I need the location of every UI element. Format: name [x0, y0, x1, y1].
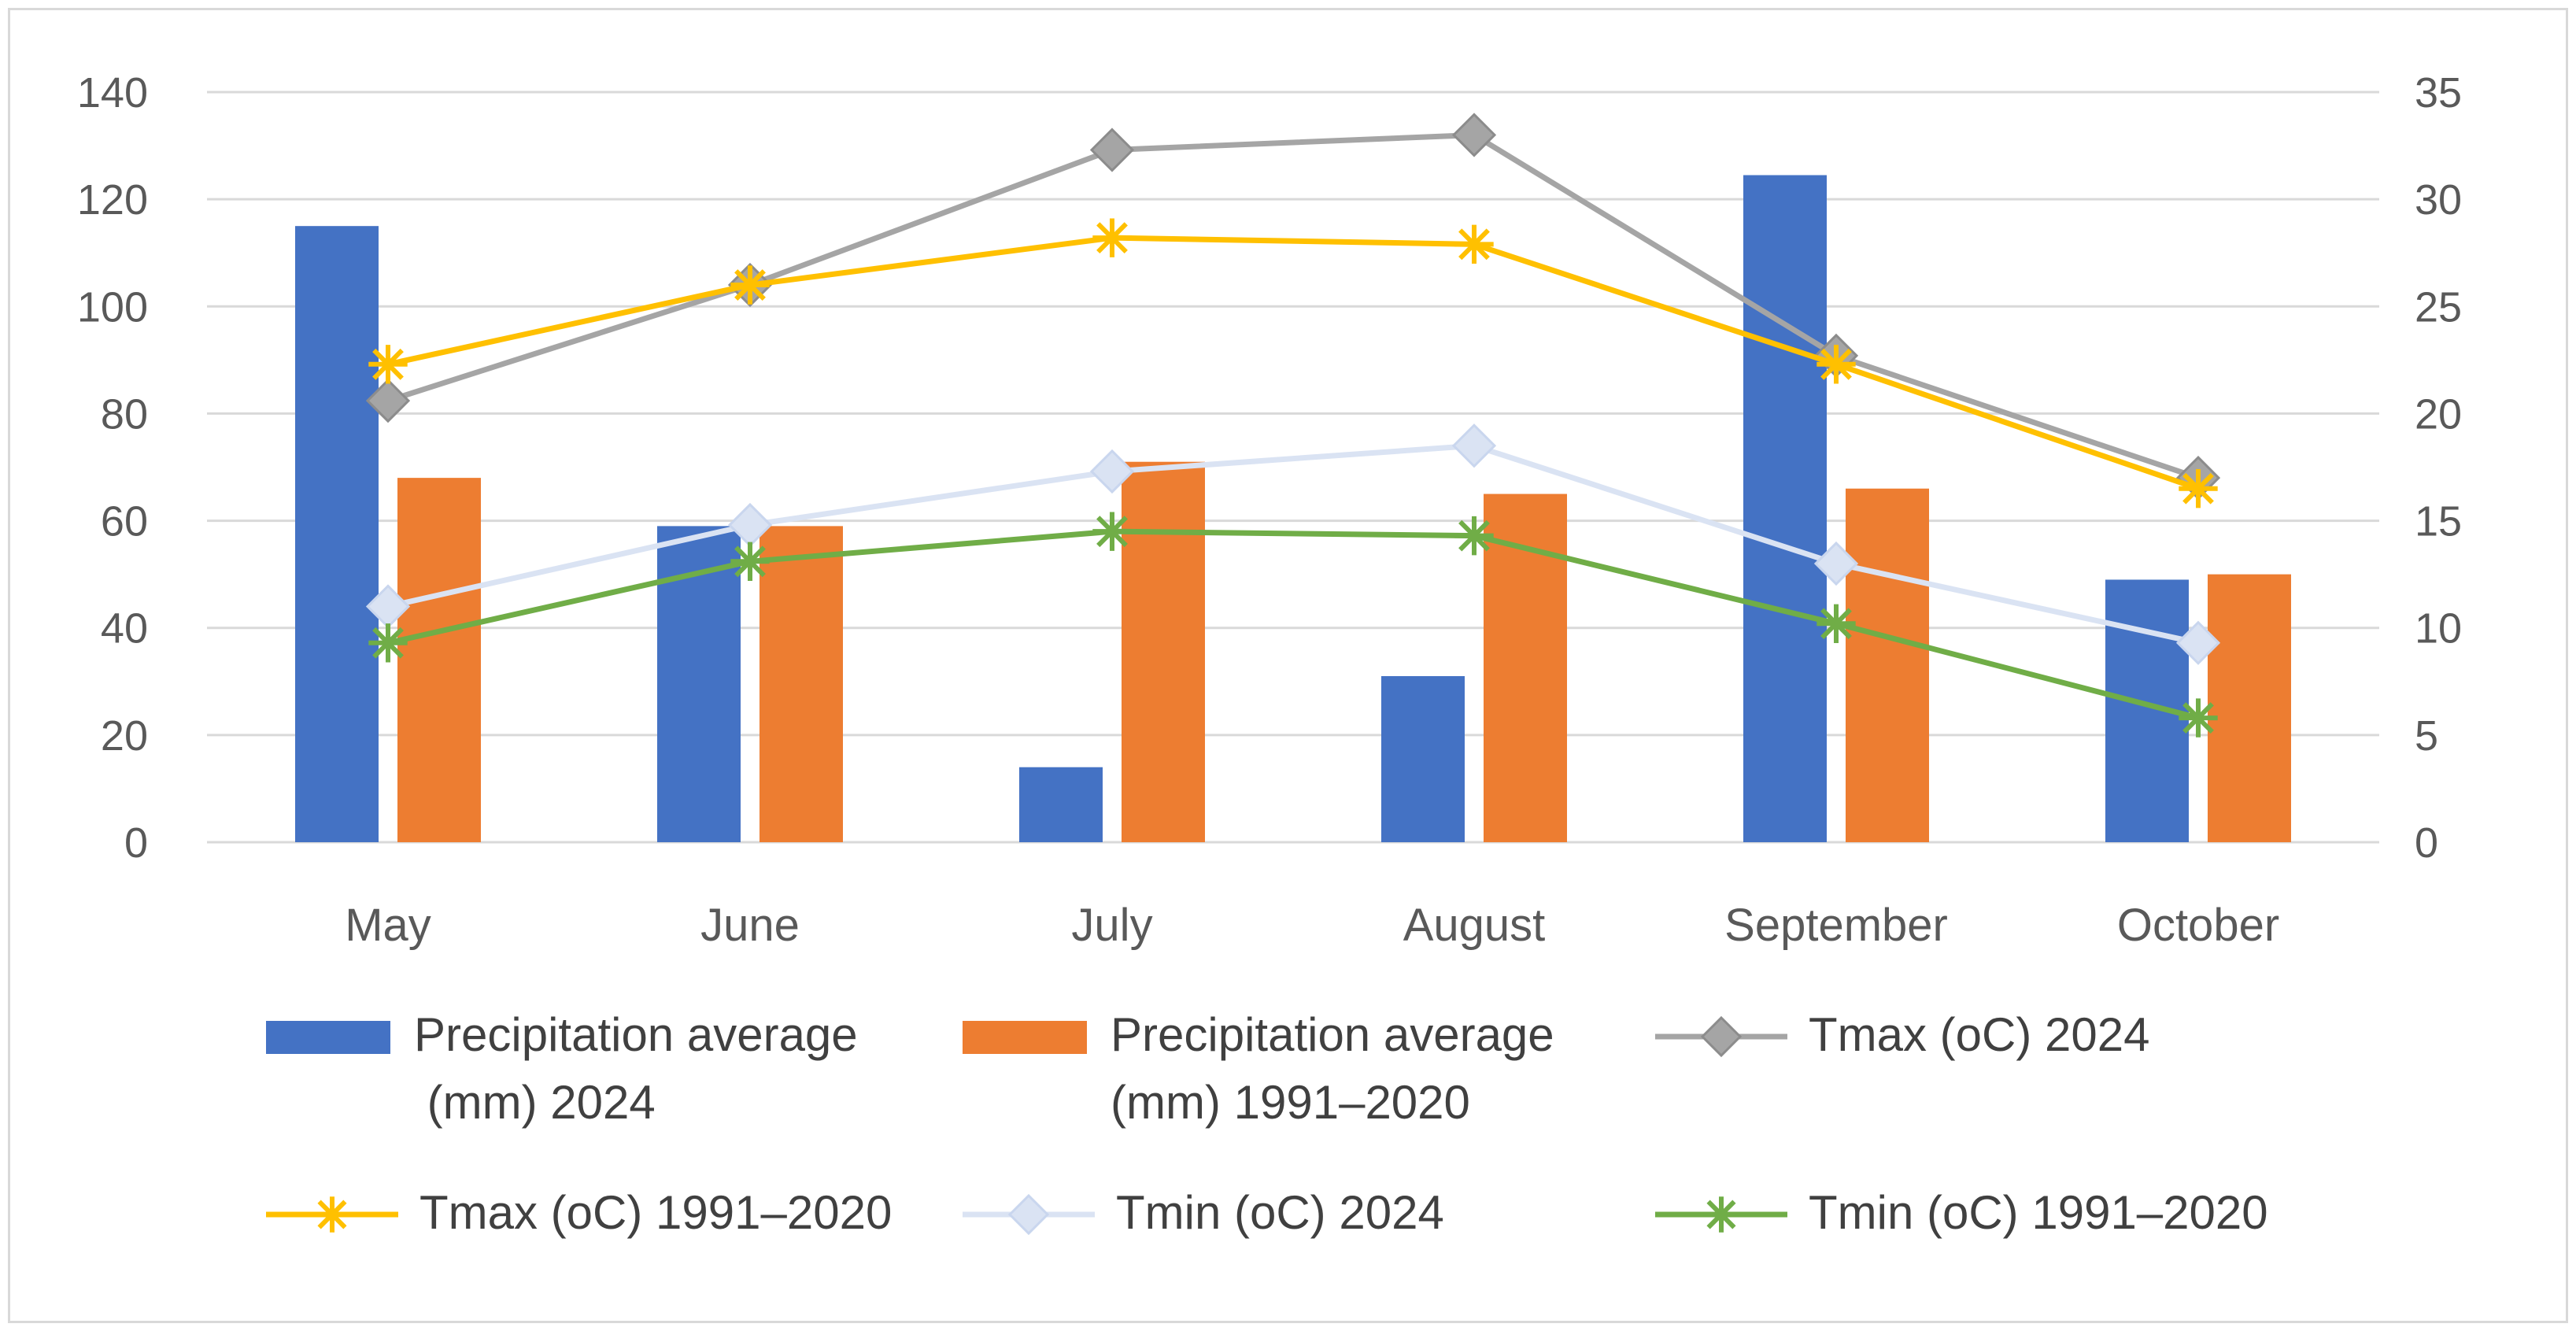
right-axis-tick-label: 5 — [2415, 712, 2438, 760]
right-axis-tick-label: 0 — [2415, 819, 2438, 867]
line-point — [1454, 516, 1494, 556]
legend-label: Precipitation average — [1111, 1008, 1554, 1061]
star-stroke — [372, 348, 404, 380]
line-point — [1089, 449, 1135, 494]
bar-precip-1991-2020 — [2208, 574, 2291, 842]
line-series-0 — [386, 131, 2200, 481]
bar-precip-1991-2020 — [1122, 461, 1205, 842]
bar-precip-2024 — [1381, 675, 1465, 842]
legend: Precipitation average (mm) 2024 Precipita… — [266, 1008, 2268, 1239]
star-stroke — [2182, 702, 2214, 734]
left-axis-tick-label: 140 — [77, 69, 148, 116]
bar-precip-2024 — [1019, 767, 1103, 842]
right-axis-tick-label: 15 — [2415, 498, 2462, 545]
line-point — [2175, 620, 2221, 665]
star-stroke — [1458, 228, 1490, 261]
legend-label: Tmax (oC) 2024 — [1809, 1008, 2149, 1061]
line-series-2 — [387, 442, 2199, 646]
line-point — [365, 378, 411, 423]
category-labels: May June July August September October — [345, 900, 2279, 951]
lines — [365, 113, 2221, 738]
line-point — [1817, 604, 1856, 643]
bar-precip-1991-2020 — [759, 526, 843, 842]
line-point — [730, 265, 770, 305]
star-stroke — [1706, 1200, 1736, 1229]
line-point — [368, 345, 408, 384]
legend-label: Precipitation average — [414, 1008, 858, 1061]
gridlines — [207, 91, 2379, 844]
left-axis-tick-label: 20 — [101, 712, 148, 760]
left-axis-tick-label: 40 — [101, 605, 148, 653]
legend-label: Tmin (oC) 2024 — [1116, 1186, 1444, 1239]
line-point — [2179, 698, 2218, 738]
left-axis-tick-label: 120 — [77, 176, 148, 224]
line-point — [1813, 541, 1859, 586]
line-point — [2179, 469, 2218, 508]
right-axis-ticks: 0 5 10 15 20 25 30 35 — [2415, 69, 2462, 867]
star-stroke — [1820, 608, 1852, 640]
legend-swatch — [963, 1021, 1087, 1054]
category-label: August — [1403, 900, 1546, 951]
category-label: May — [345, 900, 431, 951]
bar-precip-1991-2020 — [1484, 494, 1567, 842]
category-label: October — [2117, 900, 2279, 951]
right-axis-tick-label: 25 — [2415, 283, 2462, 331]
category-label: June — [700, 900, 800, 951]
legend-marker — [314, 1196, 350, 1233]
star-stroke — [2182, 472, 2214, 505]
line-point — [1089, 128, 1135, 172]
line-point — [1817, 345, 1856, 384]
bar-precip-1991-2020 — [397, 478, 481, 842]
legend-marker — [1700, 1015, 1743, 1058]
line-series-3 — [387, 528, 2199, 721]
line-series-1 — [387, 235, 2200, 492]
legend-marker — [1007, 1193, 1050, 1236]
left-axis-tick-label: 60 — [101, 498, 148, 545]
line-point — [1454, 224, 1494, 264]
bar-precip-2024 — [295, 226, 379, 842]
left-axis-tick-label: 80 — [101, 390, 148, 438]
legend-label: (mm) 1991–2020 — [1111, 1076, 1470, 1129]
legend-label: Tmin (oC) 1991–2020 — [1809, 1186, 2268, 1239]
star-stroke — [1820, 348, 1852, 380]
line-point — [1092, 512, 1132, 551]
category-label: July — [1071, 900, 1152, 951]
star-stroke — [1096, 222, 1128, 254]
right-axis-tick-label: 35 — [2415, 69, 2462, 116]
star-stroke — [317, 1200, 347, 1229]
left-axis-tick-label: 0 — [124, 819, 148, 867]
star-stroke — [734, 545, 766, 578]
line-point — [1451, 423, 1497, 468]
combo-chart: 0 20 40 60 80 100 120 140 0 5 10 15 20 25 30 35 May Jun… — [77, 69, 2462, 1239]
category-label: September — [1724, 900, 1948, 951]
right-axis-tick-label: 20 — [2415, 390, 2462, 438]
legend-swatch — [266, 1021, 390, 1054]
right-axis-tick-label: 30 — [2415, 176, 2462, 224]
legend-label: Tmax (oC) 1991–2020 — [419, 1186, 892, 1239]
bar-precip-1991-2020 — [1846, 488, 1929, 842]
star-stroke — [372, 627, 404, 659]
bar-precip-2024 — [1743, 175, 1827, 842]
right-axis-tick-label: 10 — [2415, 605, 2462, 653]
left-axis-ticks: 0 20 40 60 80 100 120 140 — [77, 69, 148, 867]
chart-frame: 0 20 40 60 80 100 120 140 0 5 10 15 20 25 30 35 May Jun… — [8, 8, 2568, 1323]
legend-label: (mm) 2024 — [414, 1076, 656, 1129]
star-stroke — [1096, 516, 1128, 548]
line-point — [1092, 218, 1132, 257]
star-stroke — [734, 269, 766, 301]
line-point — [368, 623, 408, 663]
left-axis-tick-label: 100 — [77, 283, 148, 331]
bars — [295, 175, 2291, 842]
line-point — [1451, 113, 1497, 157]
star-stroke — [1458, 519, 1490, 552]
line-point — [730, 542, 770, 582]
legend-marker — [1703, 1196, 1739, 1233]
